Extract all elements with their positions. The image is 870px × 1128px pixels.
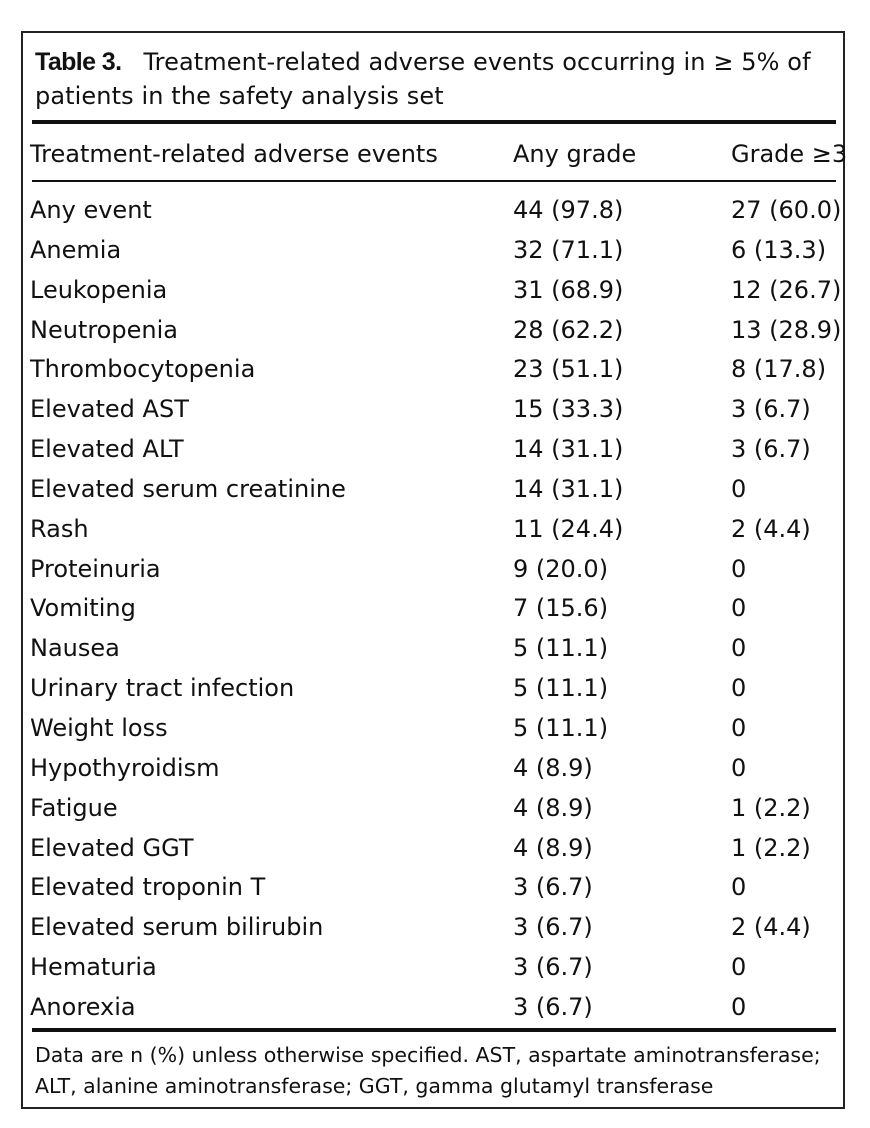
cell-grade3: 0 bbox=[731, 474, 747, 503]
cell-event: Elevated GGT bbox=[30, 833, 194, 862]
cell-any-grade: 4 (8.9) bbox=[513, 793, 593, 822]
cell-any-grade: 3 (6.7) bbox=[513, 873, 593, 902]
table-row: Nausea 5 (11.1) 0 bbox=[23, 631, 843, 671]
cell-any-grade: 11 (24.4) bbox=[513, 514, 624, 543]
table-row: Elevated AST 15 (33.3) 3 (6.7) bbox=[23, 392, 843, 432]
cell-grade3: 0 bbox=[731, 953, 747, 982]
table-row: Leukopenia 31 (68.9) 12 (26.7) bbox=[23, 273, 843, 313]
table-row: Anorexia 3 (6.7) 0 bbox=[23, 990, 843, 1030]
cell-event: Neutropenia bbox=[30, 315, 178, 344]
cell-event: Elevated AST bbox=[30, 395, 189, 424]
cell-grade3: 27 (60.0) bbox=[731, 196, 842, 224]
cell-event: Elevated serum bilirubin bbox=[30, 913, 324, 942]
cell-any-grade: 15 (33.3) bbox=[513, 395, 624, 424]
table-row: Elevated GGT 4 (8.9) 1 (2.2) bbox=[23, 831, 843, 871]
cell-event: Elevated troponin T bbox=[30, 873, 266, 902]
cell-any-grade: 5 (11.1) bbox=[513, 674, 609, 703]
table-label: Table 3. bbox=[35, 48, 122, 76]
cell-grade3: 3 (6.7) bbox=[731, 435, 811, 464]
cell-event: Weight loss bbox=[30, 713, 168, 742]
cell-event: Nausea bbox=[30, 634, 120, 663]
cell-any-grade: 3 (6.7) bbox=[513, 953, 593, 982]
cell-event: Hematuria bbox=[30, 953, 157, 982]
table-row: Rash 11 (24.4) 2 (4.4) bbox=[23, 512, 843, 552]
cell-event: Thrombocytopenia bbox=[30, 355, 256, 384]
cell-grade3: 0 bbox=[731, 873, 747, 902]
table-row: Vomiting 7 (15.6) 0 bbox=[23, 591, 843, 631]
cell-event: Urinary tract infection bbox=[30, 674, 295, 703]
table-row: Any event 44 (97.8) 27 (60.0) bbox=[23, 193, 843, 233]
table-header-row: Treatment-related adverse events Any gra… bbox=[23, 137, 847, 171]
cell-any-grade: 14 (31.1) bbox=[513, 474, 624, 503]
cell-grade3: 12 (26.7) bbox=[731, 275, 842, 304]
cell-any-grade: 7 (15.6) bbox=[513, 594, 609, 623]
table-footnote: Data are n (%) unless otherwise specifie… bbox=[35, 1043, 821, 1098]
cell-event: Anorexia bbox=[30, 992, 136, 1021]
cell-event: Elevated serum creatinine bbox=[30, 474, 346, 503]
table-row: Weight loss 5 (11.1) 0 bbox=[23, 711, 843, 751]
table-body: Any event 44 (97.8) 27 (60.0) Anemia 32 (71.… bbox=[23, 193, 843, 1030]
caption-rule bbox=[32, 120, 836, 124]
cell-event: Rash bbox=[30, 514, 89, 543]
table-caption: Table 3. Treatment-related adverse events… bbox=[35, 45, 825, 113]
cell-any-grade: 3 (6.7) bbox=[513, 913, 593, 942]
table-row: Urinary tract infection 5 (11.1) 0 bbox=[23, 671, 843, 711]
cell-grade3: 0 bbox=[731, 992, 747, 1021]
cell-grade3: 0 bbox=[731, 634, 747, 663]
column-header-grade3: Grade ≥3 bbox=[731, 140, 848, 168]
cell-grade3: 6 (13.3) bbox=[731, 235, 827, 264]
cell-event: Fatigue bbox=[30, 793, 118, 822]
cell-grade3: 0 bbox=[731, 674, 747, 703]
cell-event: Any event bbox=[30, 196, 152, 224]
cell-grade3: 13 (28.9) bbox=[731, 315, 842, 344]
cell-grade3: 0 bbox=[731, 554, 747, 583]
table-row: Elevated ALT 14 (31.1) 3 (6.7) bbox=[23, 432, 843, 472]
cell-any-grade: 31 (68.9) bbox=[513, 275, 624, 304]
cell-grade3: 0 bbox=[731, 594, 747, 623]
cell-any-grade: 28 (62.2) bbox=[513, 315, 624, 344]
cell-any-grade: 9 (20.0) bbox=[513, 554, 609, 583]
cell-grade3: 2 (4.4) bbox=[731, 913, 811, 942]
table-row: Hematuria 3 (6.7) 0 bbox=[23, 950, 843, 990]
cell-grade3: 1 (2.2) bbox=[731, 793, 811, 822]
cell-event: Hypothyroidism bbox=[30, 753, 220, 782]
table-row: Neutropenia 28 (62.2) 13 (28.9) bbox=[23, 313, 843, 353]
cell-any-grade: 23 (51.1) bbox=[513, 355, 624, 384]
cell-any-grade: 4 (8.9) bbox=[513, 753, 593, 782]
table-row: Proteinuria 9 (20.0) 0 bbox=[23, 552, 843, 592]
cell-grade3: 0 bbox=[731, 713, 747, 742]
table-frame: Table 3. Treatment-related adverse events… bbox=[21, 31, 847, 1109]
cell-grade3: 8 (17.8) bbox=[731, 355, 827, 384]
cell-event: Anemia bbox=[30, 235, 122, 264]
cell-any-grade: 5 (11.1) bbox=[513, 634, 609, 663]
table-row: Thrombocytopenia 23 (51.1) 8 (17.8) bbox=[23, 352, 843, 392]
cell-event: Proteinuria bbox=[30, 554, 161, 583]
table-bottom-rule bbox=[32, 1028, 836, 1032]
cell-grade3: 1 (2.2) bbox=[731, 833, 811, 862]
column-header-any-grade: Any grade bbox=[513, 140, 637, 168]
cell-event: Leukopenia bbox=[30, 275, 168, 304]
cell-event: Elevated ALT bbox=[30, 435, 184, 464]
cell-any-grade: 44 (97.8) bbox=[513, 196, 624, 224]
cell-event: Vomiting bbox=[30, 594, 136, 623]
cell-any-grade: 5 (11.1) bbox=[513, 713, 609, 742]
table-row: Hypothyroidism 4 (8.9) 0 bbox=[23, 751, 843, 791]
cell-any-grade: 4 (8.9) bbox=[513, 833, 593, 862]
cell-any-grade: 14 (31.1) bbox=[513, 435, 624, 464]
table-row: Elevated serum creatinine 14 (31.1) 0 bbox=[23, 472, 843, 512]
cell-grade3: 2 (4.4) bbox=[731, 514, 811, 543]
header-rule bbox=[32, 180, 836, 182]
table-caption-text: Treatment-related adverse events occurri… bbox=[35, 48, 811, 110]
cell-any-grade: 3 (6.7) bbox=[513, 992, 593, 1021]
cell-any-grade: 32 (71.1) bbox=[513, 235, 624, 264]
cell-grade3: 3 (6.7) bbox=[731, 395, 811, 424]
column-header-event: Treatment-related adverse events bbox=[30, 140, 438, 168]
table-row: Elevated serum bilirubin 3 (6.7) 2 (4.4) bbox=[23, 910, 843, 950]
table-row: Elevated troponin T 3 (6.7) 0 bbox=[23, 870, 843, 910]
table-row: Anemia 32 (71.1) 6 (13.3) bbox=[23, 233, 843, 273]
cell-grade3: 0 bbox=[731, 753, 747, 782]
table-row: Fatigue 4 (8.9) 1 (2.2) bbox=[23, 791, 843, 831]
